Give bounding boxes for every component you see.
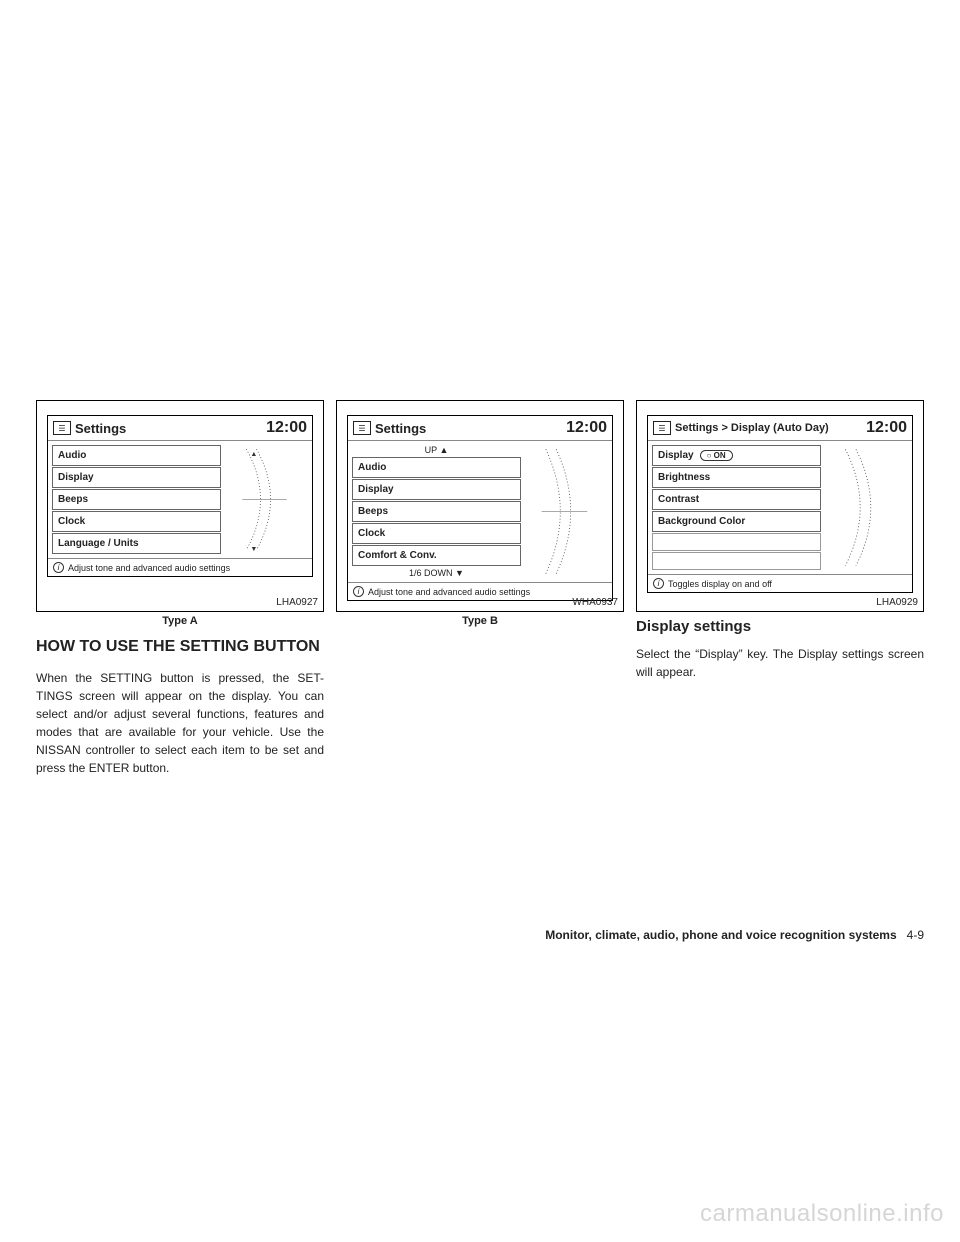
menu-item: Beeps <box>52 489 221 510</box>
hint-text: Adjust tone and advanced audio settings <box>368 587 530 597</box>
figure-a-ref: LHA0927 <box>276 597 318 608</box>
display-settings-body: Select the “Display” key. The Display se… <box>636 645 924 681</box>
figure-b-caption: Type B <box>336 615 624 627</box>
menu-item: Beeps <box>352 501 521 522</box>
figure-b-dial <box>525 444 608 579</box>
menu-empty-row <box>652 533 821 551</box>
settings-icon: ☰ <box>353 421 371 435</box>
menu-item: Clock <box>52 511 221 532</box>
figure-c-menu: Display ○ ON Brightness Contrast Backgro… <box>648 441 912 574</box>
figure-b-clock: 12:00 <box>566 419 607 437</box>
up-label: UP ▲ <box>352 444 521 456</box>
figure-a-screen: ☰ Settings 12:00 Audio Display Beeps Clo… <box>47 415 313 577</box>
figure-c-titlebar: ☰ Settings > Display (Auto Day) 12:00 <box>648 416 912 441</box>
page-columns: ☰ Settings 12:00 Audio Display Beeps Clo… <box>36 400 924 777</box>
settings-icon: ☰ <box>53 421 71 435</box>
menu-item: Clock <box>352 523 521 544</box>
settings-icon: ☰ <box>653 421 671 435</box>
menu-item: Display <box>352 479 521 500</box>
menu-item: Background Color <box>652 511 821 532</box>
svg-text:▼: ▼ <box>250 546 257 553</box>
figure-b-menu: UP ▲ Audio Display Beeps Clock Comfort &… <box>348 441 612 582</box>
figure-a-menu: Audio Display Beeps Clock Language / Uni… <box>48 441 312 558</box>
menu-item: Language / Units <box>52 533 221 554</box>
how-to-heading: HOW TO USE THE SETTING BUTTON <box>36 637 324 657</box>
column-3: ☰ Settings > Display (Auto Day) 12:00 Di… <box>636 400 924 777</box>
down-label: 1/6 DOWN ▼ <box>352 567 521 579</box>
info-icon: i <box>653 578 664 589</box>
figure-c-ref: LHA0929 <box>876 597 918 608</box>
footer-section: Monitor, climate, audio, phone and voice… <box>545 928 896 942</box>
hint-text: Toggles display on and off <box>668 579 772 589</box>
figure-c-clock: 12:00 <box>866 419 907 437</box>
figure-b-title: Settings <box>375 421 566 436</box>
figure-a-dial: ▲ ▼ <box>225 444 308 555</box>
menu-item: Audio <box>52 445 221 466</box>
menu-item-label: Display <box>658 450 694 461</box>
menu-item: Brightness <box>652 467 821 488</box>
column-2: ☰ Settings 12:00 UP ▲ Audio Display Beep… <box>336 400 624 777</box>
figure-c-screen: ☰ Settings > Display (Auto Day) 12:00 Di… <box>647 415 913 593</box>
figure-c-box: ☰ Settings > Display (Auto Day) 12:00 Di… <box>636 400 924 612</box>
page-footer: Monitor, climate, audio, phone and voice… <box>545 928 924 942</box>
figure-c-title: Settings > Display (Auto Day) <box>675 422 866 434</box>
figure-b-screen: ☰ Settings 12:00 UP ▲ Audio Display Beep… <box>347 415 613 601</box>
info-icon: i <box>53 562 64 573</box>
figure-c-hint: i Toggles display on and off <box>648 574 912 592</box>
on-text: ON <box>714 451 726 460</box>
down-text: 1/6 DOWN <box>409 568 453 578</box>
figure-b-box: ☰ Settings 12:00 UP ▲ Audio Display Beep… <box>336 400 624 612</box>
column-1: ☰ Settings 12:00 Audio Display Beeps Clo… <box>36 400 324 777</box>
svg-text:▲: ▲ <box>250 451 257 458</box>
menu-item: Comfort & Conv. <box>352 545 521 566</box>
menu-item: Contrast <box>652 489 821 510</box>
menu-empty-row <box>652 552 821 570</box>
figure-c-menu-list: Display ○ ON Brightness Contrast Backgro… <box>652 444 821 571</box>
figure-a-clock: 12:00 <box>266 419 307 437</box>
dial-arc-icon: ▲ ▼ <box>225 444 308 555</box>
footer-pagenum: 4-9 <box>907 928 924 942</box>
watermark: carmanualsonline.info <box>700 1200 944 1228</box>
display-settings-heading: Display settings <box>636 618 924 635</box>
figure-a-box: ☰ Settings 12:00 Audio Display Beeps Clo… <box>36 400 324 612</box>
figure-a-caption: Type A <box>36 615 324 627</box>
menu-item-display: Display ○ ON <box>652 445 821 466</box>
dial-arc-icon <box>525 444 608 579</box>
figure-b-ref: WHA0937 <box>572 597 618 608</box>
info-icon: i <box>353 586 364 597</box>
menu-item: Display <box>52 467 221 488</box>
figure-a-titlebar: ☰ Settings 12:00 <box>48 416 312 441</box>
figure-c-dial <box>825 444 908 571</box>
figure-a-hint: i Adjust tone and advanced audio setting… <box>48 558 312 576</box>
figure-a-title: Settings <box>75 421 266 436</box>
figure-b-menu-list: UP ▲ Audio Display Beeps Clock Comfort &… <box>352 444 521 579</box>
figure-b-titlebar: ☰ Settings 12:00 <box>348 416 612 441</box>
hint-text: Adjust tone and advanced audio settings <box>68 563 230 573</box>
up-text: UP <box>425 445 437 455</box>
figure-a-menu-list: Audio Display Beeps Clock Language / Uni… <box>52 444 221 555</box>
menu-item: Audio <box>352 457 521 478</box>
how-to-body: When the SETTING button is pressed, the … <box>36 669 324 777</box>
dial-arc-icon <box>825 444 908 571</box>
on-pill: ○ ON <box>700 450 733 461</box>
